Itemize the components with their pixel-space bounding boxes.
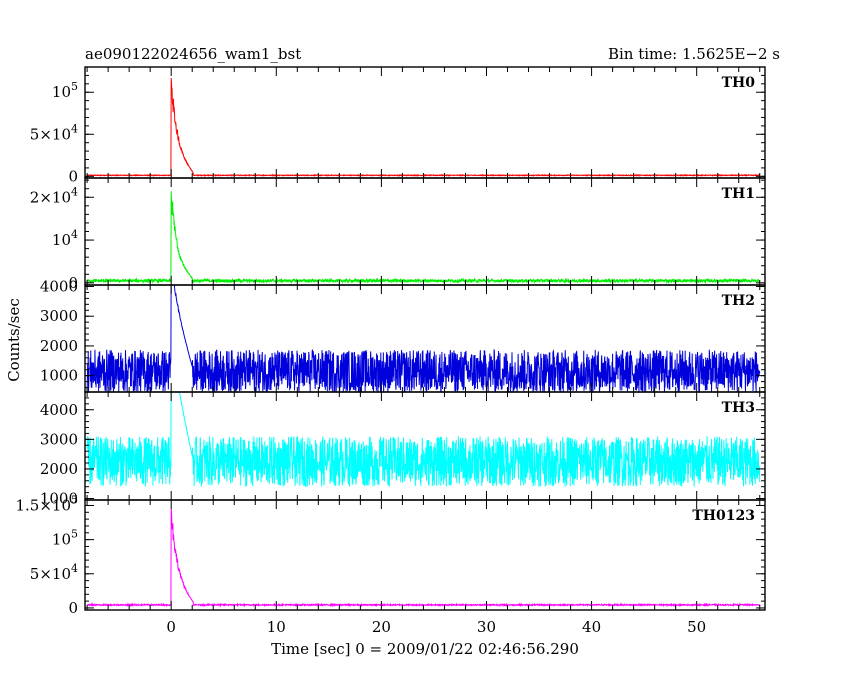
y-tick-label: 4000 bbox=[40, 401, 78, 419]
panel-th1: 0 104 2×104 TH1 bbox=[30, 177, 766, 292]
panel-frame bbox=[84, 391, 766, 501]
y-tick-label: 1.5×105 bbox=[15, 493, 78, 514]
y-tick-label: 3000 bbox=[40, 307, 78, 325]
panel-th3: 1000 2000 3000 4000 TH3 bbox=[40, 391, 766, 508]
plot-title: ae090122024656_wam1_bst bbox=[85, 45, 301, 63]
y-tick-label: 2×104 bbox=[30, 185, 78, 206]
y-tick-label: 2000 bbox=[40, 337, 78, 355]
panel-label-th0123: TH0123 bbox=[692, 508, 755, 524]
panel-label-th3: TH3 bbox=[722, 400, 755, 416]
panel-label-th0: TH0 bbox=[722, 75, 756, 91]
x-tick-label: 30 bbox=[477, 618, 496, 636]
y-tick-label: 5×104 bbox=[30, 562, 78, 583]
x-tick-label: 50 bbox=[687, 618, 706, 636]
series-th1 bbox=[86, 191, 761, 285]
series-th3 bbox=[86, 392, 761, 488]
x-tick-label: 10 bbox=[267, 618, 286, 636]
y-tick-label: 2000 bbox=[40, 460, 78, 478]
bin-time-label: Bin time: 1.5625E−2 s bbox=[608, 45, 780, 63]
y-tick-label: 105 bbox=[52, 528, 78, 549]
panel-frame bbox=[84, 499, 766, 611]
y-tick-label: 0 bbox=[68, 274, 78, 292]
y-tick-label: 104 bbox=[52, 228, 78, 249]
panel-frame bbox=[84, 66, 766, 179]
x-tick-label: 0 bbox=[166, 618, 176, 636]
x-axis-label: Time [sec] 0 = 2009/01/22 02:46:56.290 bbox=[271, 640, 579, 658]
x-tick-label: 20 bbox=[372, 618, 391, 636]
y-tick-label: 1000 bbox=[40, 367, 78, 385]
series-th0123 bbox=[86, 508, 761, 608]
y-tick-label: 1000 bbox=[40, 490, 78, 508]
series-th2 bbox=[86, 285, 761, 392]
series-th0 bbox=[86, 77, 761, 178]
y-tick-label: 105 bbox=[52, 80, 78, 101]
y-tick-label: 0 bbox=[68, 599, 78, 617]
x-tick-label: 40 bbox=[582, 618, 601, 636]
panel-th2: 1000 2000 3000 4000 TH2 bbox=[40, 277, 766, 393]
panel-frame bbox=[84, 177, 766, 286]
panel-th0123: 0 5×104 105 1.5×105 TH0123 bbox=[15, 493, 766, 617]
y-tick-label: 5×104 bbox=[30, 122, 78, 143]
y-axis-label: Counts/sec bbox=[5, 298, 23, 382]
panel-label-th2: TH2 bbox=[722, 293, 755, 309]
y-tick-label: 0 bbox=[68, 167, 78, 185]
y-tick-label: 3000 bbox=[40, 430, 78, 448]
panel-th0: 0 5×104 105 TH0 bbox=[30, 66, 766, 185]
y-tick-label: 4000 bbox=[40, 277, 78, 295]
panel-label-th1: TH1 bbox=[722, 186, 755, 202]
